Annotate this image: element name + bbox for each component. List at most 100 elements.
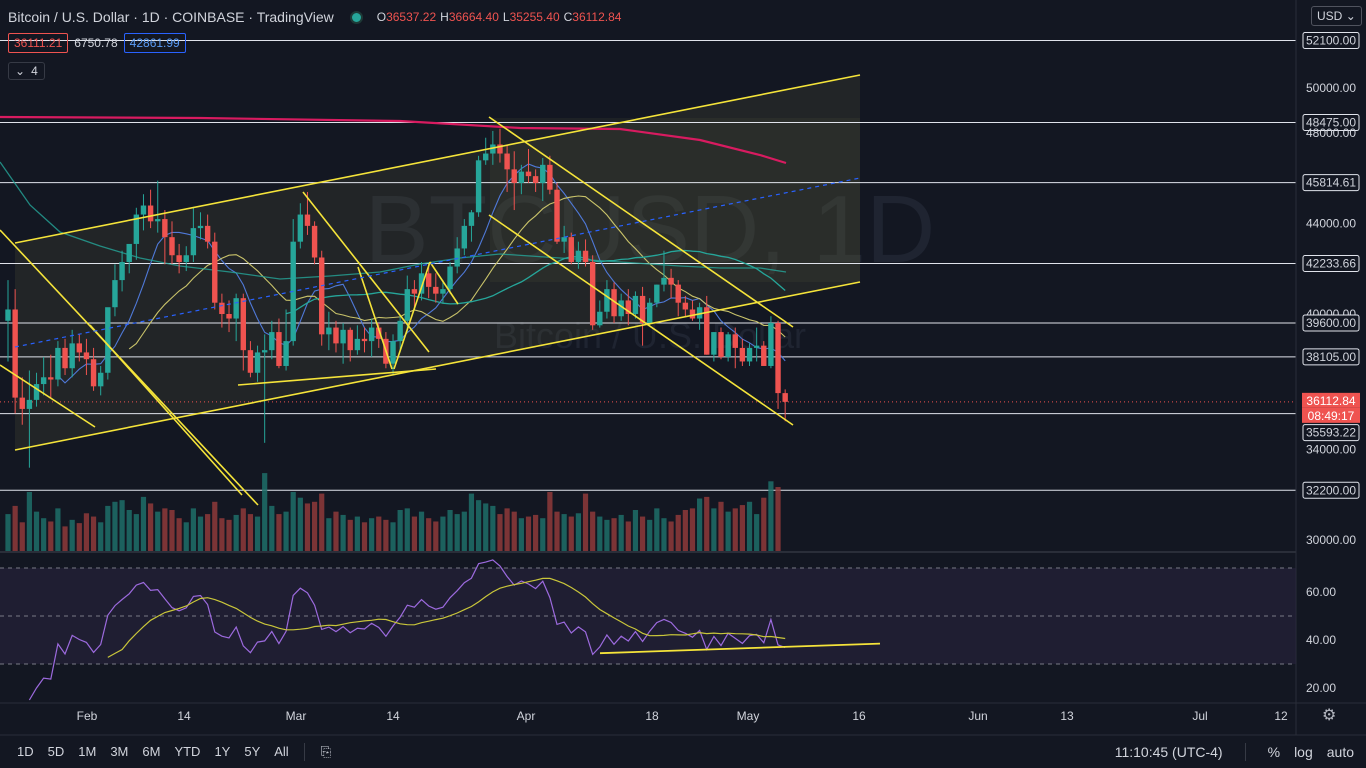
candle-body[interactable] (240, 298, 246, 351)
candle-body[interactable] (597, 311, 603, 326)
candle-body[interactable] (418, 273, 425, 294)
candle-body[interactable] (532, 176, 539, 183)
candle-body[interactable] (197, 225, 204, 229)
ascending-channel[interactable] (15, 75, 860, 450)
candle-body[interactable] (162, 219, 168, 238)
candle-body[interactable] (504, 153, 510, 170)
candle-body[interactable] (518, 171, 525, 183)
timeframe-5d[interactable]: 5D (47, 744, 65, 759)
candle-body[interactable] (461, 225, 468, 249)
candle-body[interactable] (169, 237, 175, 256)
symbol-title[interactable]: Bitcoin / U.S. Dollar · 1D · COINBASE · … (8, 9, 334, 25)
candle-body[interactable] (62, 347, 68, 369)
candle-body[interactable] (297, 214, 304, 242)
candle-body[interactable] (368, 327, 375, 342)
candle-body[interactable] (433, 286, 439, 294)
candle-body[interactable] (718, 332, 724, 357)
candle-body[interactable] (140, 205, 147, 215)
candle-body[interactable] (582, 250, 589, 263)
rsi-support-line[interactable] (599, 642, 881, 655)
candle-body[interactable] (554, 189, 560, 242)
candle-body[interactable] (753, 345, 760, 348)
candle-body[interactable] (119, 262, 125, 281)
buy-button[interactable]: 42861.99 (123, 33, 186, 53)
candle-body[interactable] (447, 266, 453, 290)
candle-body[interactable] (269, 332, 275, 351)
falling-channel-bottom[interactable] (488, 214, 794, 426)
timeframe-6m[interactable]: 6M (142, 744, 161, 759)
ma-fast-line[interactable] (57, 163, 786, 384)
candle-body[interactable] (704, 307, 710, 355)
candle-body[interactable] (689, 309, 696, 319)
percent-toggle[interactable]: % (1267, 743, 1281, 760)
candle-body[interactable] (361, 338, 368, 342)
candle-body[interactable] (604, 289, 610, 312)
candle-body[interactable] (126, 243, 132, 263)
candle-body[interactable] (176, 255, 182, 263)
candle-body[interactable] (105, 307, 111, 373)
candle-body[interactable] (668, 277, 674, 285)
candle-body[interactable] (761, 345, 767, 366)
candle-body[interactable] (76, 343, 82, 353)
support-line-feb[interactable] (237, 368, 437, 386)
triangle-right[interactable] (357, 266, 393, 370)
candle-body[interactable] (226, 314, 232, 319)
candle-body[interactable] (483, 153, 489, 161)
candle-body[interactable] (561, 237, 567, 242)
indicators-toggle[interactable]: ⌄ 4 (8, 62, 45, 80)
candle-body[interactable] (133, 214, 140, 244)
candle-body[interactable] (404, 289, 410, 321)
timeframe-all[interactable]: All (274, 744, 289, 759)
timeframe-3m[interactable]: 3M (110, 744, 129, 759)
candle-body[interactable] (711, 332, 717, 355)
candle-body[interactable] (26, 399, 33, 409)
date-range-icon[interactable]: ⎘ (320, 743, 332, 759)
timeframe-1m[interactable]: 1M (78, 744, 97, 759)
candle-body[interactable] (33, 384, 40, 400)
falling-channel-top[interactable] (488, 116, 794, 328)
candle-body[interactable] (233, 298, 239, 319)
candle-body[interactable] (69, 343, 75, 369)
auto-toggle[interactable]: auto (1326, 743, 1354, 760)
candle-body[interactable] (333, 327, 339, 344)
ma-200-line[interactable] (0, 115, 787, 165)
candle-body[interactable] (354, 338, 361, 351)
timeframe-5y[interactable]: 5Y (244, 744, 261, 759)
candle-body[interactable] (768, 323, 774, 366)
candle-body[interactable] (304, 214, 311, 226)
candle-body[interactable] (219, 302, 225, 314)
candle-body[interactable] (376, 327, 382, 339)
candle-body[interactable] (83, 352, 90, 360)
timeframe-ytd[interactable]: YTD (174, 744, 201, 759)
rsi-signal-line[interactable] (107, 577, 786, 658)
log-toggle[interactable]: log (1294, 743, 1313, 760)
candle-body[interactable] (97, 372, 104, 387)
candle-body[interactable] (440, 289, 446, 294)
timeframe-1y[interactable]: 1Y (214, 744, 231, 759)
ma-50-line[interactable] (285, 249, 786, 315)
candle-body[interactable] (775, 323, 781, 394)
candle-body[interactable] (625, 300, 632, 314)
channel-top-line[interactable] (14, 74, 861, 244)
candle-body[interactable] (661, 277, 667, 285)
candle-body[interactable] (112, 280, 118, 308)
candle-body[interactable] (147, 205, 154, 222)
currency-select[interactable]: USD ⌄ (1311, 6, 1362, 26)
candle-body[interactable] (696, 307, 703, 319)
candle-body[interactable] (40, 377, 47, 385)
candle-body[interactable] (647, 302, 653, 324)
candle-body[interactable] (204, 225, 211, 242)
candle-body[interactable] (311, 225, 318, 258)
channel-bottom-line[interactable] (14, 281, 861, 451)
candle-body[interactable] (254, 352, 261, 373)
candle-body[interactable] (276, 332, 282, 366)
candle-body[interactable] (183, 255, 189, 263)
candle-body[interactable] (682, 302, 689, 310)
candle-body[interactable] (247, 350, 254, 373)
candle-body[interactable] (425, 273, 432, 287)
candle-body[interactable] (497, 144, 503, 154)
candle-body[interactable] (48, 377, 54, 380)
candle-body[interactable] (390, 341, 396, 364)
candle-body[interactable] (340, 329, 346, 344)
